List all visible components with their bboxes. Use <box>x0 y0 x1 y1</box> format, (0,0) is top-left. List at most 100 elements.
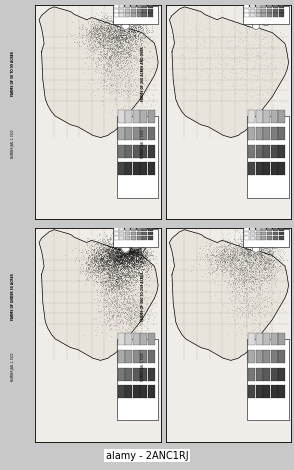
Point <box>143 261 148 269</box>
Point <box>117 252 121 259</box>
Point <box>106 255 111 262</box>
Point <box>263 74 268 81</box>
Point <box>233 42 237 50</box>
Point <box>105 278 110 286</box>
Point <box>97 34 102 42</box>
Point <box>225 247 230 255</box>
Point <box>143 24 148 32</box>
Point <box>234 264 239 272</box>
Point <box>84 31 89 39</box>
Point <box>250 301 255 309</box>
Point <box>231 249 236 256</box>
Point <box>129 86 134 94</box>
Point <box>230 246 235 253</box>
Point <box>126 24 130 31</box>
Point <box>116 247 120 255</box>
Point <box>234 264 239 272</box>
Point <box>115 247 119 254</box>
Point <box>101 241 106 249</box>
Point <box>86 45 91 52</box>
Point <box>257 250 262 257</box>
Point <box>239 274 243 282</box>
Point <box>87 41 91 48</box>
Point <box>197 244 202 251</box>
Point <box>145 96 150 103</box>
Point <box>140 251 144 258</box>
Point <box>118 258 123 266</box>
Point <box>255 95 260 102</box>
Point <box>118 79 122 87</box>
Point <box>121 248 126 256</box>
Point <box>254 280 259 288</box>
Point <box>92 31 97 39</box>
Point <box>242 264 247 272</box>
Point <box>116 50 121 57</box>
Point <box>255 248 260 256</box>
Point <box>116 35 120 43</box>
Point <box>120 270 125 277</box>
Point <box>131 47 136 55</box>
Point <box>226 244 231 251</box>
Point <box>137 28 142 35</box>
Point <box>121 25 125 32</box>
Point <box>103 24 108 32</box>
Point <box>220 273 225 280</box>
Point <box>111 23 116 31</box>
Point <box>116 268 121 276</box>
Point <box>98 38 102 46</box>
Point <box>122 248 127 255</box>
Point <box>131 258 136 265</box>
Point <box>85 42 89 50</box>
Point <box>260 20 265 28</box>
Point <box>240 247 245 255</box>
Point <box>251 301 255 309</box>
Point <box>273 241 278 249</box>
Point <box>246 288 251 296</box>
Point <box>143 245 147 253</box>
Point <box>123 54 128 62</box>
Point <box>136 252 140 260</box>
Point <box>94 27 99 34</box>
Point <box>255 234 259 242</box>
Point <box>271 268 276 276</box>
Point <box>112 47 116 54</box>
Point <box>114 313 119 320</box>
Point <box>248 8 252 16</box>
Point <box>127 271 131 279</box>
Point <box>116 239 121 247</box>
Point <box>252 227 256 234</box>
Point <box>119 29 124 37</box>
Point <box>118 252 123 259</box>
Point <box>185 106 190 114</box>
Point <box>118 283 123 291</box>
Point <box>113 46 118 54</box>
Point <box>111 51 116 59</box>
Point <box>117 35 122 43</box>
Point <box>250 44 255 52</box>
Point <box>154 292 159 300</box>
Point <box>140 76 144 83</box>
Point <box>145 247 150 255</box>
Point <box>124 16 128 24</box>
Point <box>260 271 264 279</box>
Bar <box>278 127 285 140</box>
Point <box>133 245 138 252</box>
Point <box>247 229 251 237</box>
Point <box>134 243 138 251</box>
Point <box>122 248 127 255</box>
Point <box>127 305 132 312</box>
Point <box>127 16 131 24</box>
Point <box>118 290 122 298</box>
Point <box>210 248 215 256</box>
Point <box>122 273 127 281</box>
Point <box>118 266 123 274</box>
Point <box>111 259 116 267</box>
Point <box>251 234 256 242</box>
Point <box>93 22 97 30</box>
Point <box>236 263 240 271</box>
Point <box>80 63 84 70</box>
Point <box>105 268 110 276</box>
Point <box>119 40 123 48</box>
Point <box>259 238 264 245</box>
Point <box>283 44 288 52</box>
